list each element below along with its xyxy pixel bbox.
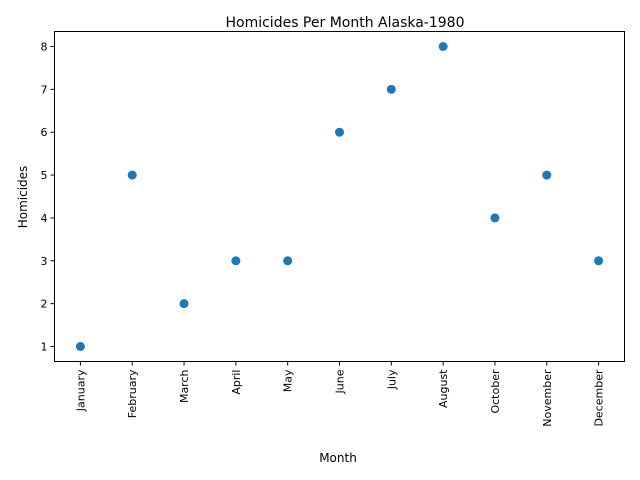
y-tick-label: 4 (41, 212, 48, 225)
x-tick-label: March (178, 369, 191, 403)
x-axis-ticks: January February March April May June July Augu… (74, 361, 606, 427)
y-tick-label: 5 (41, 169, 48, 182)
x-tick-label: May (282, 369, 295, 392)
y-tick-label: 6 (41, 126, 48, 139)
data-point (231, 256, 241, 266)
data-point (386, 84, 396, 94)
y-tick-label: 7 (41, 83, 48, 96)
y-axis-ticks: 1 2 3 4 5 6 7 8 (41, 41, 55, 354)
data-point (283, 256, 293, 266)
x-axis-label: Month (319, 451, 357, 465)
data-point (179, 299, 189, 309)
x-tick-label: August (437, 369, 450, 408)
x-tick-label: February (126, 369, 139, 418)
y-tick-label: 2 (41, 298, 48, 311)
y-axis-label: Homicides (16, 166, 30, 229)
x-tick-label: January (74, 369, 87, 412)
data-point (490, 213, 500, 223)
y-tick-label: 1 (41, 341, 48, 354)
data-point (542, 170, 552, 180)
x-tick-label: November (541, 369, 554, 427)
data-point (127, 170, 137, 180)
y-tick-label: 3 (41, 255, 48, 268)
x-tick-label: December (593, 369, 606, 427)
data-points (75, 42, 604, 351)
x-tick-label: October (489, 369, 502, 413)
data-point (335, 127, 344, 137)
plot-area: January February March April May June July Augu… (41, 31, 625, 427)
chart-title: Homicides Per Month Alaska-1980 (225, 15, 464, 31)
data-point (594, 256, 604, 266)
data-point (438, 42, 448, 51)
data-point (75, 342, 85, 351)
x-tick-label: June (334, 369, 347, 394)
plot-frame (54, 31, 625, 362)
x-tick-label: April (230, 370, 243, 395)
x-tick-label: July (385, 369, 398, 390)
y-tick-label: 8 (41, 41, 48, 54)
